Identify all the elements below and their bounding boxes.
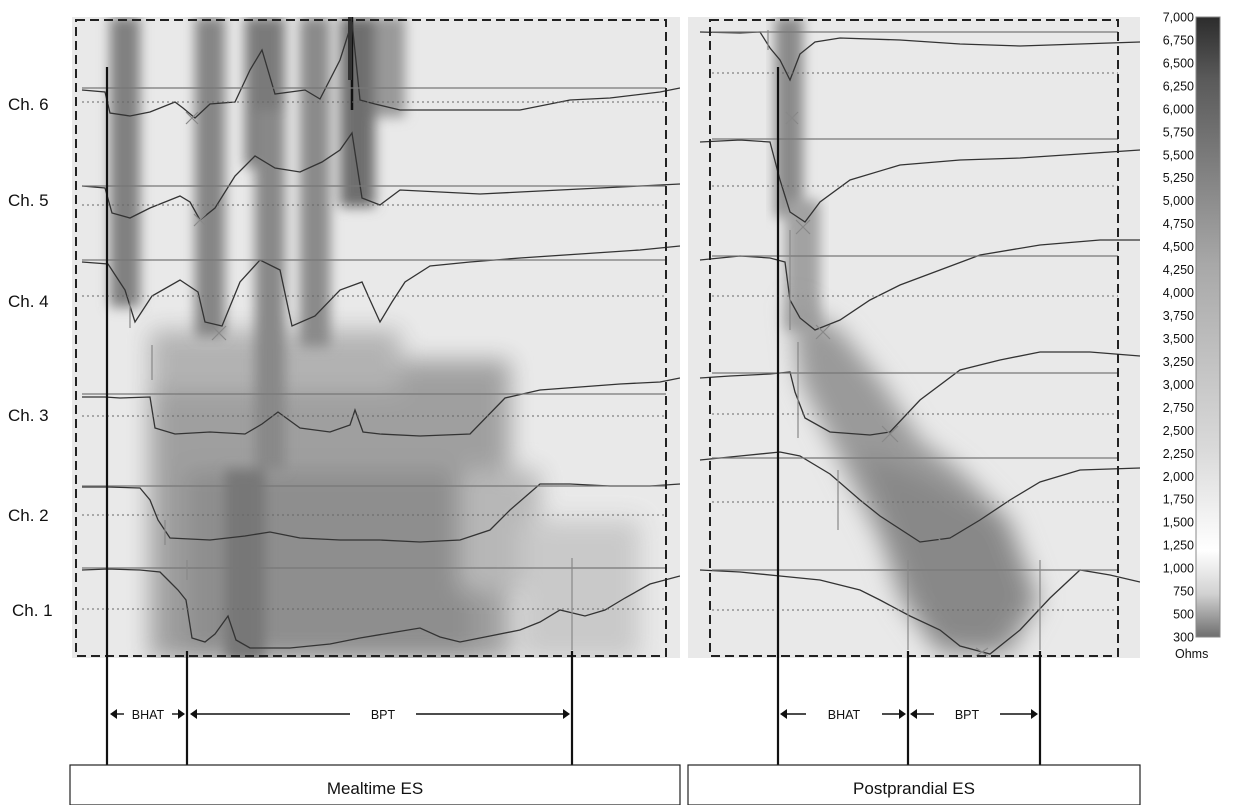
colorbar-tick-label: 5,500 <box>1163 148 1194 162</box>
colorbar-tick-label: 750 <box>1173 585 1194 599</box>
postprandial-baselines <box>712 31 1118 571</box>
colorbar-tick-label: 2,250 <box>1163 447 1194 461</box>
channel-labels: Ch. 6 Ch. 5 Ch. 4 Ch. 3 Ch. 2 Ch. 1 <box>8 95 53 620</box>
panel-captions: Mealtime ES Postprandial ES <box>69 764 1141 805</box>
colorbar-ticks: 7,000 6,750 6,500 6,250 6,000 5,750 5,500 5,250… <box>1163 11 1194 645</box>
mealtime-caption-box <box>69 764 681 805</box>
colorbar-tick-label: 7,000 <box>1163 11 1194 25</box>
colorbar-tick-label: 3,750 <box>1163 309 1194 323</box>
colorbar-tick-label: 500 <box>1173 608 1194 622</box>
postprandial-heatmap <box>775 17 1040 655</box>
mealtime-channel-traces <box>81 21 680 649</box>
postprandial-caption-box <box>687 764 1141 805</box>
colorbar-tick-label: 2,500 <box>1163 424 1194 438</box>
colorbar: 7,000 6,750 6,500 6,250 6,000 5,750 5,500 5,250… <box>1163 11 1221 661</box>
colorbar-tick-label: 6,250 <box>1163 79 1194 93</box>
colorbar-tick-label: 1,250 <box>1163 539 1194 553</box>
mealtime-panel-frame <box>75 19 667 657</box>
colorbar-tick-label: 3,250 <box>1163 355 1194 369</box>
mealtime-markers <box>129 111 573 650</box>
mealtime-bhat-label: BHAT <box>132 708 165 722</box>
postprandial-bhat-label: BHAT <box>828 708 861 722</box>
mealtime-panel <box>72 17 680 658</box>
colorbar-gradient <box>1195 16 1221 638</box>
channel-label: Ch. 3 <box>8 406 49 425</box>
channel-label: Ch. 5 <box>8 191 49 210</box>
postprandial-panel-frame <box>709 19 1119 657</box>
mealtime-threshold-lines <box>82 101 666 610</box>
colorbar-unit: Ohms <box>1175 647 1208 661</box>
colorbar-tick-label: 2,000 <box>1163 470 1194 484</box>
colorbar-tick-label: 1,750 <box>1163 493 1194 507</box>
postprandial-channel-traces <box>699 31 1140 655</box>
mealtime-heatmap <box>110 17 640 658</box>
interval-labels: BHAT BPT BHAT BPT <box>132 708 980 722</box>
colorbar-tick-label: 6,500 <box>1163 56 1194 70</box>
colorbar-tick-label: 5,250 <box>1163 171 1194 185</box>
postprandial-bpt-label: BPT <box>955 708 980 722</box>
colorbar-tick-label: 6,000 <box>1163 102 1194 116</box>
postprandial-markers <box>767 30 1041 657</box>
mealtime-caption: Mealtime ES <box>327 779 423 798</box>
colorbar-tick-label: 4,500 <box>1163 240 1194 254</box>
channel-label: Ch. 2 <box>8 506 49 525</box>
colorbar-tick-label: 2,750 <box>1163 401 1194 415</box>
colorbar-tick-label: 4,750 <box>1163 217 1194 231</box>
channel-label: Ch. 6 <box>8 95 49 114</box>
colorbar-tick-label: 1,000 <box>1163 562 1194 576</box>
interval-annotations <box>105 67 1042 765</box>
channel-label: Ch. 4 <box>8 292 49 311</box>
colorbar-tick-label: 5,750 <box>1163 125 1194 139</box>
channel-label: Ch. 1 <box>12 601 53 620</box>
mealtime-bpt-label: BPT <box>371 708 396 722</box>
colorbar-tick-label: 3,000 <box>1163 378 1194 392</box>
colorbar-tick-label: 6,750 <box>1163 33 1194 47</box>
colorbar-tick-label: 4,000 <box>1163 286 1194 300</box>
mealtime-baselines <box>82 87 666 569</box>
colorbar-tick-label: 1,500 <box>1163 516 1194 530</box>
colorbar-tick-label: 300 <box>1173 631 1194 645</box>
colorbar-tick-label: 4,250 <box>1163 263 1194 277</box>
postprandial-caption: Postprandial ES <box>853 779 975 798</box>
colorbar-tick-label: 3,500 <box>1163 332 1194 346</box>
colorbar-tick-label: 5,000 <box>1163 194 1194 208</box>
postprandial-panel <box>688 17 1140 658</box>
